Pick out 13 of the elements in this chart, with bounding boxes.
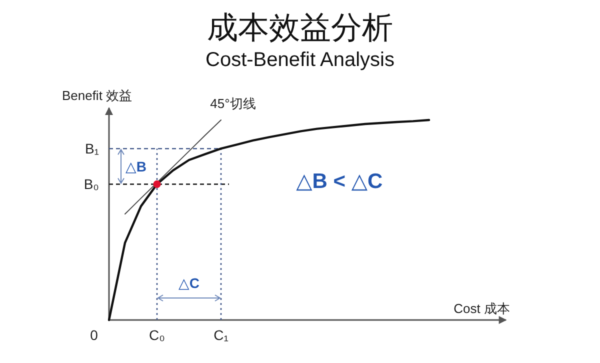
x-axis-title: Cost 成本 xyxy=(454,301,510,316)
annotation: △C xyxy=(178,275,200,291)
x-tick-label: C₁ xyxy=(214,327,229,343)
x-tick-label: C₀ xyxy=(149,327,166,343)
chart-title: 成本效益分析 xyxy=(207,10,393,45)
y-axis-title: Benefit 效益 xyxy=(62,88,132,103)
text: 0 xyxy=(90,327,98,343)
text: 45°切线 xyxy=(210,96,256,111)
annotation: △B < △C xyxy=(296,170,383,193)
ref-line-label: B₀ xyxy=(84,176,100,192)
annotation: △B xyxy=(126,158,146,174)
chart-subtitle: Cost-Benefit Analysis xyxy=(206,49,394,71)
ref-line-label: B₁ xyxy=(84,140,100,157)
